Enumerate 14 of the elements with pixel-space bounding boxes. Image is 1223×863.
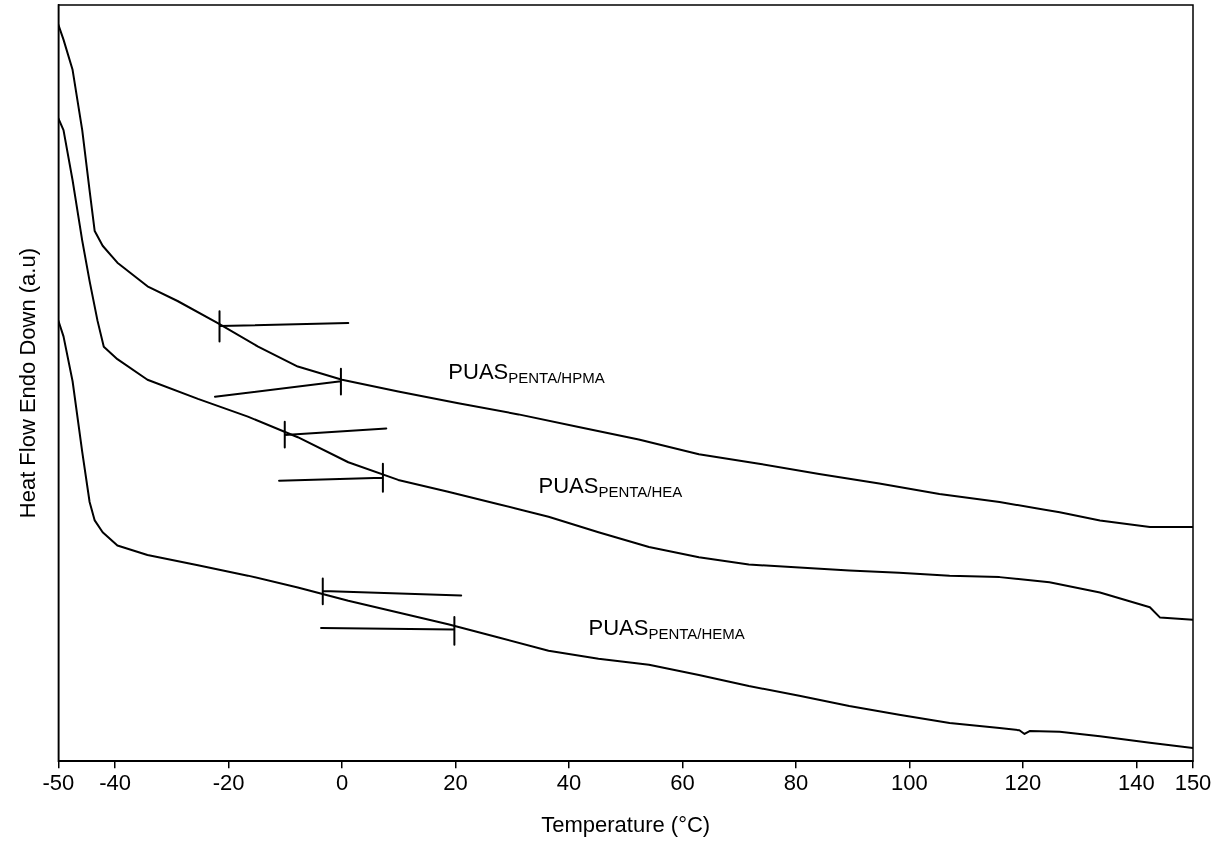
- x-tick-label: -20: [212, 770, 245, 796]
- x-tick-label: 20: [443, 770, 468, 796]
- y-axis-title: Heat Flow Endo Down (a.u): [15, 247, 41, 519]
- x-tick-label: 140: [1117, 770, 1155, 796]
- x-tick-label: -40: [99, 770, 132, 796]
- x-tick-label: 60: [670, 770, 695, 796]
- x-tick-label: 80: [783, 770, 809, 796]
- x-tick-label: 0: [335, 770, 349, 796]
- x-tick-label: 120: [1004, 770, 1042, 796]
- x-tick-label: 100: [890, 770, 928, 796]
- x-tick-label: 150: [1174, 770, 1212, 796]
- x-tick-label: 40: [556, 770, 582, 796]
- x-axis-title: Temperature (°C): [541, 811, 711, 837]
- x-tick-label: -50: [42, 770, 75, 796]
